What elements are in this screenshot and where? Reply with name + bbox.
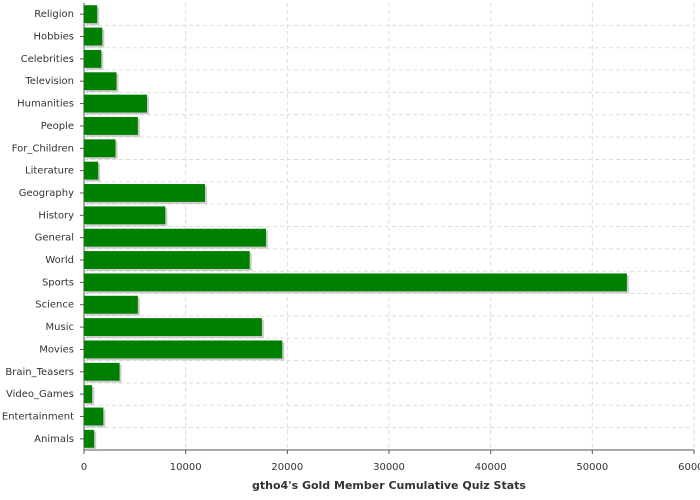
bar (84, 273, 627, 292)
bar (84, 362, 120, 381)
bar (84, 49, 102, 68)
bar (84, 94, 148, 113)
x-tick-label: 20000 (271, 462, 303, 473)
y-tick-label: Television (24, 76, 74, 87)
bar (84, 429, 95, 448)
y-tick-label: Geography (19, 188, 74, 199)
bar (84, 139, 116, 158)
bar (84, 161, 99, 180)
y-tick-label: History (38, 210, 74, 221)
y-tick-label: Music (46, 322, 74, 333)
x-tick-label: 40000 (475, 462, 507, 473)
bar (84, 340, 283, 359)
bar (84, 5, 98, 24)
bar (84, 184, 205, 202)
x-tick-label: 10000 (170, 462, 202, 473)
y-tick-label: Literature (25, 166, 74, 177)
bar (84, 385, 93, 404)
y-tick-label: Movies (39, 344, 74, 355)
x-axis-label: gtho4's Gold Member Cumulative Quiz Stat… (252, 479, 526, 492)
y-tick-label: Religion (34, 9, 74, 20)
y-tick-label: Science (35, 300, 74, 311)
y-tick-label: Sports (42, 277, 74, 288)
x-tick-label: 30000 (373, 462, 405, 473)
bar (84, 27, 103, 46)
bar (84, 407, 104, 426)
x-tick-label: 0 (81, 462, 87, 473)
bar (84, 295, 138, 314)
y-tick-label: Humanities (17, 99, 74, 110)
bar (84, 228, 266, 247)
bar (84, 318, 262, 337)
y-tick-label: For_Children (12, 143, 74, 154)
y-tick-label: Animals (34, 434, 74, 445)
y-tick-label: Celebrities (21, 54, 74, 65)
y-tick-label: Entertainment (2, 411, 74, 422)
y-tick-label: Video_Games (6, 389, 74, 400)
bar (84, 206, 166, 225)
y-tick-label: World (45, 255, 74, 266)
y-tick-label: Hobbies (34, 32, 74, 43)
bar (84, 116, 138, 135)
y-tick-label: People (41, 121, 74, 132)
x-tick-label: 50000 (576, 462, 608, 473)
y-tick-label: Brain_Teasers (5, 367, 74, 378)
y-tick-label: General (35, 233, 74, 244)
x-tick-label: 60000 (678, 462, 700, 473)
bar (84, 251, 250, 269)
bar (84, 72, 117, 91)
